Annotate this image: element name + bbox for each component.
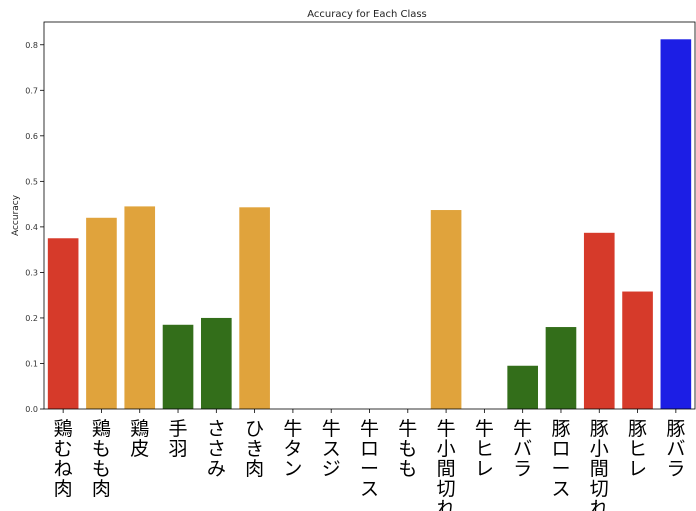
y-tick-label: 0.2 [25,314,38,323]
x-category-label: ささみ [207,418,226,480]
x-category-label: 豚バラ [666,418,685,480]
bar-1 [86,217,117,409]
y-tick-label: 0.3 [25,268,38,277]
bar-12 [507,365,538,409]
x-category-label: 鶏皮 [130,418,149,460]
bar-3 [162,324,194,409]
bar-15 [622,291,653,409]
bars-group [47,39,692,409]
y-tick-label: 0.1 [25,359,38,368]
bar-14 [583,232,615,409]
bar-10 [430,210,462,409]
x-category-label: 牛もも [398,418,417,480]
x-category-label: 鶏むね肉 [54,418,73,500]
x-category-label: 豚ヒレ [628,418,647,480]
bar-0 [47,238,79,409]
bar-4 [201,317,232,409]
x-category-label: 牛小間切れ [437,418,456,511]
x-category-label: 牛スジ [322,418,341,480]
x-category-label: 手羽 [169,418,188,460]
y-tick-label: 0.0 [25,405,38,414]
plot-frame [43,21,696,410]
y-tick-label: 0.4 [25,223,38,232]
y-tick-label: 0.5 [25,177,38,186]
x-category-label: 豚小間切れ [590,418,609,511]
x-category-label: 豚ロース [551,418,570,500]
x-category-label: 牛ヒレ [475,418,494,480]
x-category-label: ひき肉 [245,418,264,480]
bar-2 [124,206,156,409]
bar-16 [660,39,692,409]
y-tick-label: 0.8 [25,41,38,50]
x-category-label: 牛バラ [513,418,532,480]
chart-title: Accuracy for Each Class [307,9,427,20]
bar-13 [545,327,577,409]
y-axis-label: Accuracy [11,194,21,236]
bar-5 [239,207,270,409]
y-ticks-group: 0.0 0.1 0.2 0.3 0.4 0.5 0.6 0.7 0.8 [25,41,44,414]
x-category-label: 鶏もも肉 [92,418,111,500]
x-category-label: 牛タン [283,418,302,480]
x-category-label: 牛ロース [360,418,379,500]
y-tick-label: 0.7 [25,86,38,95]
y-tick-label: 0.6 [25,132,38,141]
